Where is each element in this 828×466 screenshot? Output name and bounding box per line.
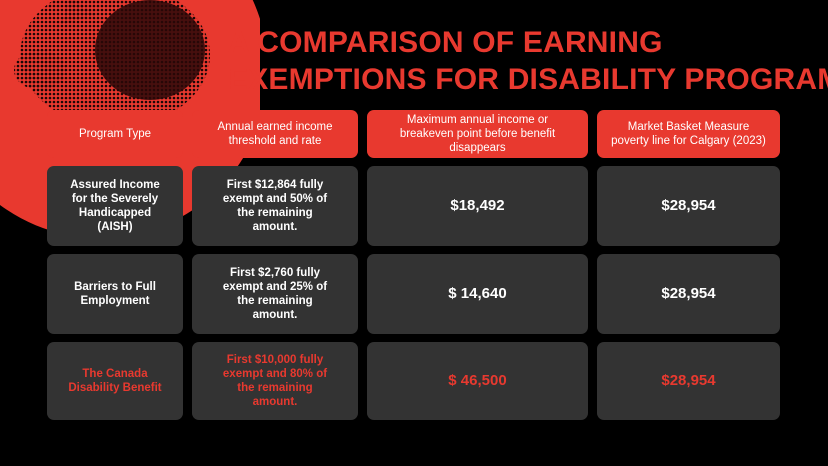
title-line: A COMPARISON OF EARNING xyxy=(228,26,663,59)
piggy-bank xyxy=(14,0,210,153)
comparison-table: Program Type Annual earned income thresho… xyxy=(47,110,780,420)
column-header: Maximum annual income or breakeven point… xyxy=(367,110,588,158)
title: A COMPARISON OF EARNING EXEMPTIONS FOR DI… xyxy=(228,24,828,98)
table-cell: $28,954 xyxy=(597,166,780,246)
program-name: Assured Income for the Severely Handicap… xyxy=(47,166,183,246)
title-line: EXEMPTIONS FOR DISABILITY PROGRAMS xyxy=(228,63,828,96)
program-name: Barriers to Full Employment xyxy=(47,254,183,334)
program-name: The Canada Disability Benefit xyxy=(47,342,183,420)
table-cell: First $12,864 fully exempt and 50% of th… xyxy=(192,166,358,246)
table-cell: $ 14,640 xyxy=(367,254,588,334)
table-cell: First $2,760 fully exempt and 25% of the… xyxy=(192,254,358,334)
column-header: Annual earned income threshold and rate xyxy=(192,110,358,158)
table-cell: First $10,000 fully exempt and 80% of th… xyxy=(192,342,358,420)
column-header: Program Type xyxy=(47,110,183,158)
table-cell: $28,954 xyxy=(597,254,780,334)
column-header: Market Basket Measure poverty line for C… xyxy=(597,110,780,158)
table-cell: $28,954 xyxy=(597,342,780,420)
table-cell: $18,492 xyxy=(367,166,588,246)
table-cell: $ 46,500 xyxy=(367,342,588,420)
